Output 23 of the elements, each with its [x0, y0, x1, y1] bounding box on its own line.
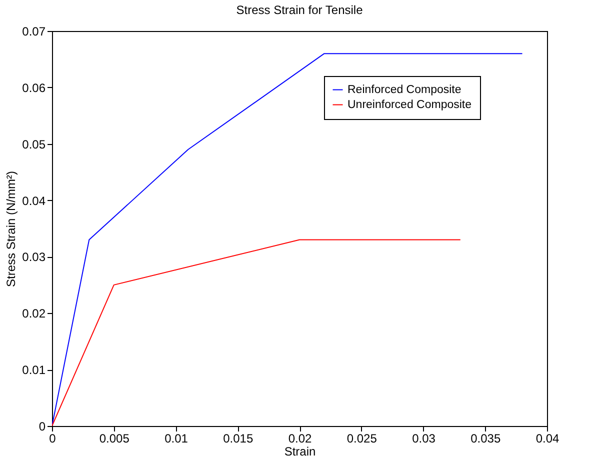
y-tick-label: 0.05 [22, 137, 46, 152]
line-series [52, 53, 523, 426]
x-tick-label: 0.035 [470, 432, 501, 446]
y-tick-label: 0.06 [22, 80, 46, 95]
y-tick-label: 0.04 [22, 194, 46, 208]
y-tick-label: 0.02 [22, 306, 46, 321]
x-axis-title: Strain [284, 444, 316, 458]
x-tick-label: 0.01 [164, 432, 188, 446]
y-tick-label: 0.01 [22, 363, 46, 378]
x-tick-label: 0 [49, 432, 56, 446]
chart-title: Stress Strain for Tensile [236, 3, 364, 17]
x-tick-label: 0.03 [412, 432, 436, 446]
x-tick-label: 0.02 [288, 432, 312, 446]
y-tick-label: 0.07 [22, 24, 46, 38]
y-tick-label: 0.03 [22, 250, 46, 264]
x-tick-label: 0.005 [99, 432, 130, 446]
x-tick-label: 0.04 [536, 432, 560, 446]
x-tick-label: 0.015 [223, 432, 254, 446]
y-tick-label: 0 [38, 420, 46, 434]
y-axis-title: Stress Strain (N/mm²) [4, 170, 18, 288]
legend-label: Reinforced Composite [348, 84, 462, 96]
legend-label: Unreinforced Composite [348, 98, 472, 111]
x-tick-label: 0.025 [346, 432, 378, 446]
